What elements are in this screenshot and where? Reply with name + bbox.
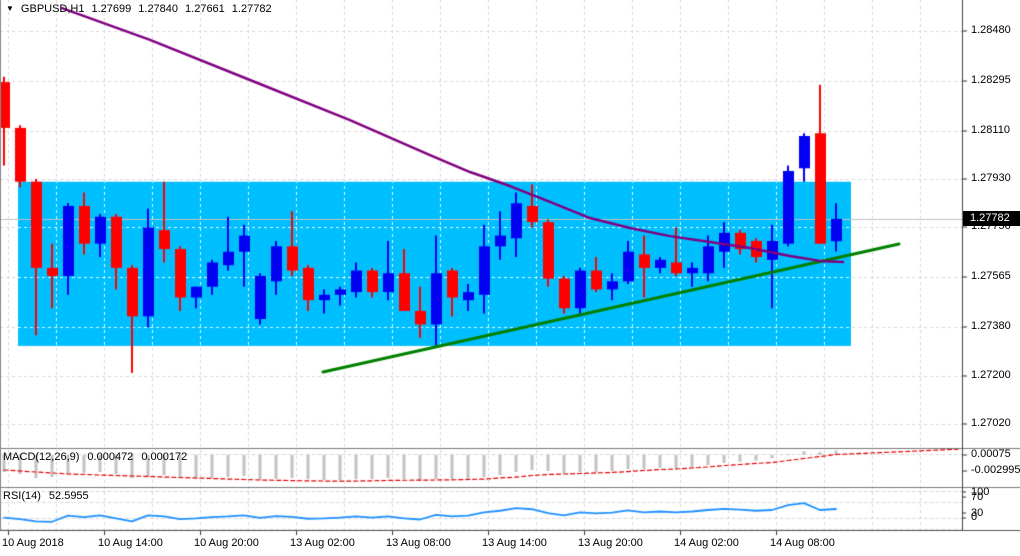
time-axis-label: 10 Aug 20:00 [194, 537, 259, 549]
price-axis-label: 1.27200 [971, 369, 1011, 381]
rsi-axis-label: 70 [971, 491, 984, 503]
price-axis-label: 1.27380 [971, 320, 1011, 332]
time-axis-label: 13 Aug 08:00 [386, 537, 451, 549]
price-axis-label: 1.27565 [971, 270, 1011, 282]
rsi-name: RSI(14) [3, 490, 41, 502]
rsi-value: 52.5955 [48, 490, 89, 502]
rsi-axis-label: 100 [971, 486, 990, 498]
macd-axis-label: -0.002995 [971, 464, 1020, 476]
price-axis-label: 1.27020 [971, 417, 1011, 429]
ohlc-close: 1.27782 [231, 3, 272, 15]
time-axis-label: 10 Aug 14:00 [98, 537, 163, 549]
time-axis-label: 10 Aug 2018 [2, 537, 64, 549]
rsi-axis-label: 0 [971, 511, 978, 523]
price-axis-label: 1.27930 [971, 172, 1011, 184]
time-axis-label: 13 Aug 14:00 [482, 537, 547, 549]
time-axis-label: 13 Aug 20:00 [578, 537, 643, 549]
macd-main-value: 0.000472 [87, 451, 134, 463]
ohlc-open: 1.27699 [91, 3, 132, 15]
macd-name: MACD(12,26,9) [3, 451, 80, 463]
chart-header: ▼ GBPUSD,H1 1.27699 1.27840 1.27661 1.27… [6, 3, 272, 15]
symbol-dropdown-icon[interactable]: ▼ [6, 4, 14, 13]
macd-indicator-label: MACD(12,26,9) 0.000472 0.000172 [3, 451, 187, 463]
current-price-tag: 1.27782 [963, 211, 1020, 226]
price-axis-label: 1.28480 [971, 24, 1011, 36]
time-axis-label: 14 Aug 02:00 [674, 537, 739, 549]
price-axis-label: 1.28110 [971, 124, 1010, 136]
rsi-axis-label: 30 [971, 507, 984, 519]
macd-axis-label: 0.00075 [971, 448, 1011, 460]
ohlc-low: 1.27661 [185, 3, 225, 15]
price-axis-label: 1.28295 [971, 74, 1011, 86]
ohlc-high: 1.27840 [138, 3, 179, 15]
time-axis-label: 13 Aug 02:00 [290, 537, 355, 549]
time-axis-label: 14 Aug 08:00 [770, 537, 835, 549]
macd-signal-value: 0.000172 [141, 451, 188, 463]
symbol-title: GBPUSD,H1 [20, 3, 85, 15]
rsi-indicator-label: RSI(14) 52.5955 [3, 490, 89, 502]
